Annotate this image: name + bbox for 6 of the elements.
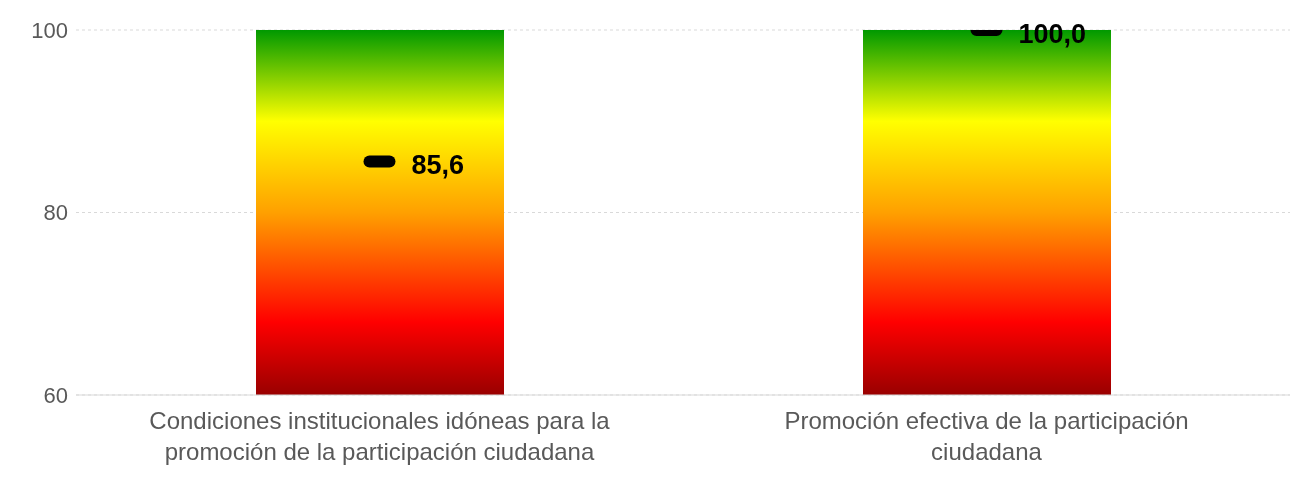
y-tick-label: 100 [31, 17, 68, 43]
data-label: 85,6 [411, 150, 465, 181]
y-tick-label: 80 [43, 200, 68, 226]
y-tick-label: 60 [43, 382, 68, 408]
x-tick-label: Condiciones institucionales idóneas para la promoción de la participación ciudadana [149, 407, 611, 465]
x-tick-label: Promoción efectiva de la participación ciudadana [784, 407, 1189, 465]
